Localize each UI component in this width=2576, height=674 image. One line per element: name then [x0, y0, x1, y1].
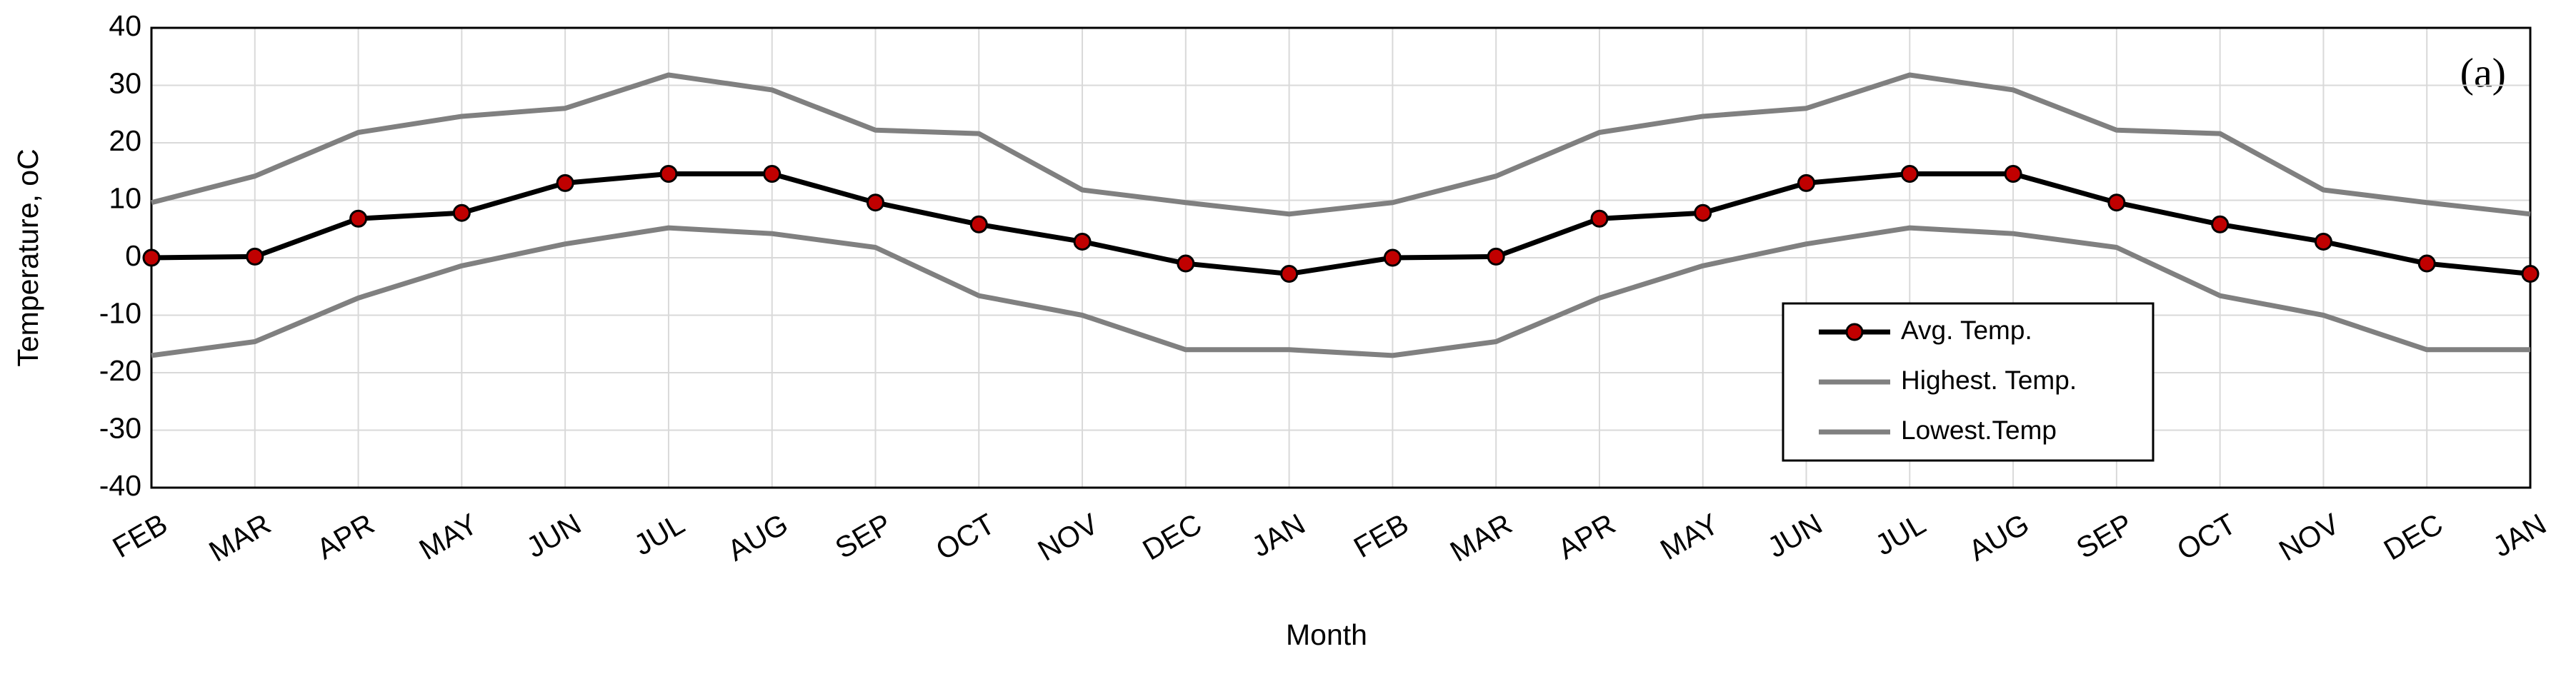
data-point: [142, 248, 161, 267]
data-point: [1383, 248, 1402, 267]
data-point: [1694, 203, 1712, 222]
data-point: [246, 247, 264, 266]
y-tick-label: 0: [125, 239, 141, 272]
series-line: [151, 225, 2530, 358]
data-point: [659, 164, 678, 183]
data-point: [2107, 193, 2126, 212]
y-tick-label: -40: [99, 469, 141, 502]
legend-label: Avg. Temp.: [1901, 316, 2032, 345]
data-point: [1797, 173, 1816, 192]
data-point: [349, 209, 368, 228]
data-point: [763, 164, 782, 183]
legend-label: Lowest.Temp: [1901, 416, 2057, 445]
legend-marker: [1845, 323, 1864, 341]
data-point: [2521, 265, 2540, 283]
y-tick-label: -10: [99, 296, 141, 329]
data-point: [1487, 247, 1505, 266]
data-point: [452, 203, 471, 222]
data-point: [1073, 232, 1092, 251]
y-axis-title: Temperature, oC: [11, 149, 44, 366]
series-line: [151, 72, 2531, 217]
y-tick-label: -30: [99, 411, 141, 444]
y-tick-label: 30: [109, 66, 141, 99]
y-tick-label: 40: [109, 9, 141, 42]
data-point: [556, 173, 574, 192]
data-point: [866, 193, 884, 212]
legend-label: Highest. Temp.: [1901, 366, 2077, 395]
data-point: [1280, 265, 1299, 283]
data-point: [1590, 209, 1609, 228]
y-tick-label: 10: [109, 181, 141, 214]
data-point: [2314, 232, 2332, 251]
x-axis-title: Month: [1286, 618, 1367, 651]
data-point: [2211, 215, 2230, 233]
data-point: [1177, 254, 1195, 273]
data-point: [1900, 164, 1919, 183]
y-tick-label: 20: [109, 124, 141, 157]
data-point: [2417, 254, 2436, 273]
series-line: [151, 171, 2531, 277]
data-point: [2004, 164, 2022, 183]
annotation: (a): [2460, 49, 2506, 96]
data-point: [969, 215, 988, 233]
y-tick-label: -20: [99, 354, 141, 387]
